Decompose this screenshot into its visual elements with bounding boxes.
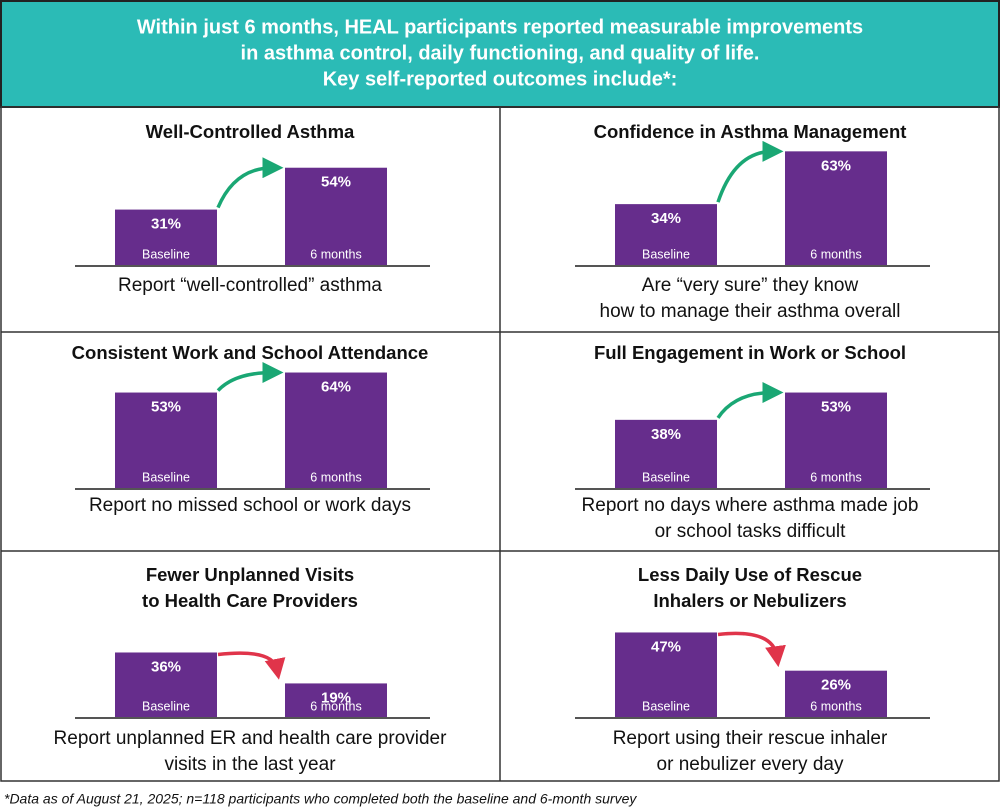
bar <box>615 632 717 718</box>
value-label: 31% <box>151 216 181 233</box>
panel-caption: or school tasks difficult <box>655 521 847 542</box>
value-label: 26% <box>821 677 851 694</box>
panel-title: to Health Care Providers <box>142 590 358 611</box>
value-label: 19% <box>321 689 351 706</box>
header-band <box>0 0 1000 108</box>
panel-title: Less Daily Use of Rescue <box>638 564 862 585</box>
value-label: 36% <box>151 658 181 675</box>
value-label: 47% <box>651 638 681 655</box>
bar <box>615 419 717 489</box>
bar <box>115 392 217 489</box>
panel-caption: Report using their rescue inhaler <box>613 728 888 749</box>
bar <box>785 670 887 718</box>
bar <box>115 652 217 718</box>
value-label: 63% <box>821 157 851 174</box>
panel-caption: or nebulizer every day <box>657 754 844 775</box>
panel-caption: Report unplanned ER and health care prov… <box>54 728 448 749</box>
panel-caption: Report no days where asthma made job <box>582 495 919 516</box>
panel-title: Full Engagement in Work or School <box>594 342 906 363</box>
panel-title: Inhalers or Nebulizers <box>653 590 846 611</box>
bar <box>785 392 887 489</box>
trend-arrow <box>717 631 786 668</box>
panel-caption: Report no missed school or work days <box>89 495 411 516</box>
category-label: Baseline <box>142 247 190 261</box>
header-line: Within just 6 months, HEAL participants … <box>137 16 863 38</box>
panel-title: Well-Controlled Asthma <box>146 121 355 142</box>
category-label: 6 months <box>310 247 361 261</box>
category-label: 6 months <box>810 470 861 484</box>
panel-caption: Report “well-controlled” asthma <box>118 275 382 296</box>
panel-caption: visits in the last year <box>164 754 336 775</box>
category-label: Baseline <box>142 699 190 713</box>
bar <box>285 683 387 718</box>
trend-arrow <box>216 157 284 209</box>
category-label: 6 months <box>310 699 361 713</box>
panel-title: Consistent Work and School Attendance <box>72 342 429 363</box>
value-label: 54% <box>321 174 351 191</box>
trend-arrow <box>716 382 784 419</box>
bar <box>115 209 217 266</box>
panel-caption: how to manage their asthma overall <box>600 301 901 322</box>
bar <box>285 372 387 489</box>
category-label: 6 months <box>310 470 361 484</box>
category-label: Baseline <box>142 470 190 484</box>
panel-title: Confidence in Asthma Management <box>594 121 907 142</box>
value-label: 53% <box>821 399 851 416</box>
bar <box>615 204 717 266</box>
category-label: Baseline <box>642 470 690 484</box>
category-label: Baseline <box>642 247 690 261</box>
category-label: 6 months <box>810 699 861 713</box>
trend-arrow <box>216 362 284 392</box>
trend-arrow <box>716 140 784 203</box>
value-label: 64% <box>321 378 351 395</box>
category-label: Baseline <box>642 699 690 713</box>
panel-caption: Are “very sure” they know <box>642 275 859 296</box>
value-label: 38% <box>651 426 681 443</box>
footnote: *Data as of August 21, 2025; n=118 parti… <box>4 791 637 807</box>
header-line: Key self-reported outcomes include*: <box>323 68 678 90</box>
bar <box>785 151 887 266</box>
trend-arrow <box>217 651 286 680</box>
category-label: 6 months <box>810 247 861 261</box>
header-line: in asthma control, daily functioning, an… <box>241 42 760 64</box>
value-label: 53% <box>151 399 181 416</box>
value-label: 34% <box>651 210 681 227</box>
panel-title: Fewer Unplanned Visits <box>146 564 354 585</box>
bar <box>285 167 387 266</box>
